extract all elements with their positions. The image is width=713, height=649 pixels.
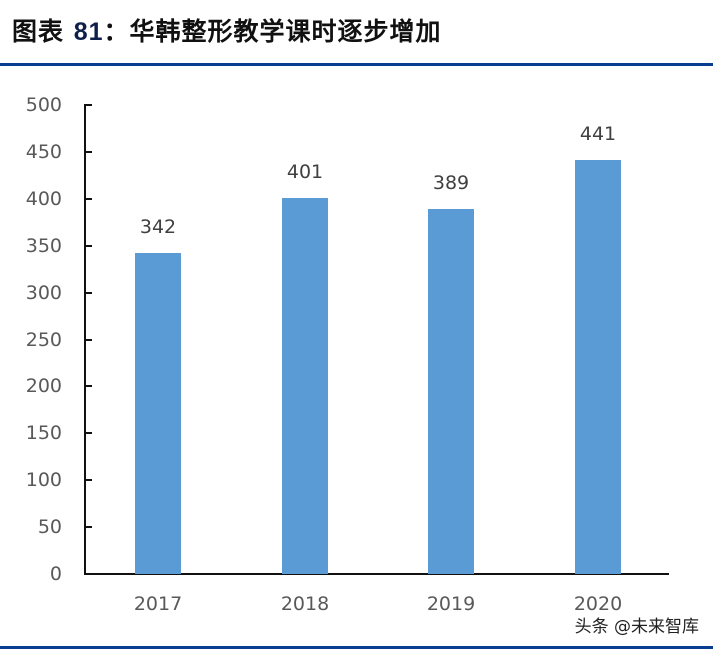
- watermark: 头条 @未来智库: [574, 617, 699, 637]
- bar-value-label: 342: [139, 216, 177, 239]
- y-tick: [85, 197, 92, 200]
- y-tick-label: 150: [25, 422, 62, 445]
- y-tick-label: 350: [25, 234, 62, 257]
- y-tick: [85, 104, 92, 106]
- bar-2017: [135, 253, 181, 574]
- y-tick-label: 200: [25, 375, 62, 398]
- y-tick-label: 500: [25, 94, 62, 116]
- bar-2020: [575, 160, 621, 574]
- bar-2018: [282, 197, 328, 574]
- y-tick-label: 100: [25, 469, 62, 492]
- bar-value-label: 389: [432, 172, 470, 195]
- y-tick-label: 450: [25, 140, 62, 163]
- title-prefix: 图表: [12, 17, 65, 46]
- x-tick-label: 2019: [426, 593, 476, 615]
- x-tick-label: 2020: [573, 593, 623, 615]
- y-tick: [85, 338, 92, 341]
- title-text: ：华韩整形教学课时逐步增加: [103, 17, 442, 46]
- x-tick-label: 2017: [133, 593, 183, 615]
- bottom-rule: [0, 646, 713, 649]
- y-tick: [85, 385, 92, 388]
- bar-value-label: 401: [286, 160, 324, 183]
- y-tick-label: 300: [25, 281, 62, 304]
- y-tick-label: 250: [25, 328, 62, 351]
- title-number: 81: [73, 18, 104, 46]
- y-tick: [85, 479, 92, 482]
- chart-title: 图表 81：华韩整形教学课时逐步增加: [12, 12, 442, 48]
- top-rule: [0, 63, 713, 66]
- y-tick: [85, 432, 92, 435]
- bar-2019: [428, 209, 474, 574]
- y-tick: [85, 150, 92, 153]
- y-tick: [85, 244, 92, 247]
- y-tick-label: 400: [25, 187, 62, 210]
- y-tick: [85, 526, 92, 529]
- y-tick-label: 50: [37, 516, 62, 539]
- bar-value-label: 441: [579, 123, 617, 146]
- x-axis: [84, 573, 669, 575]
- y-tick: [85, 573, 92, 575]
- y-tick-label: 0: [49, 563, 62, 585]
- x-tick-label: 2018: [280, 593, 330, 615]
- y-tick: [85, 291, 92, 294]
